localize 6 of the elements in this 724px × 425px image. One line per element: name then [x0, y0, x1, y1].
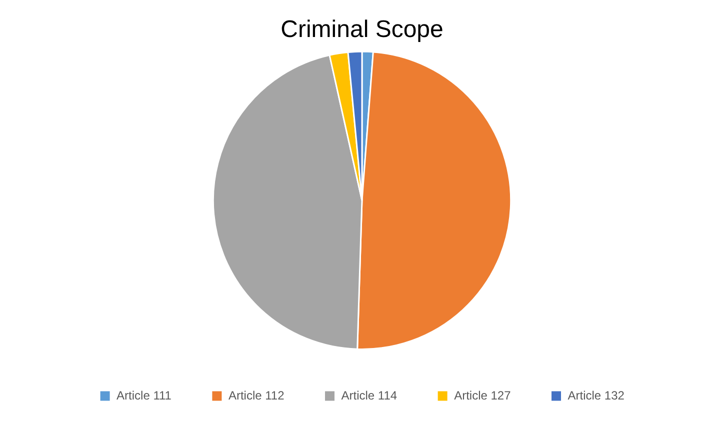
legend-label: Article 114: [341, 388, 398, 402]
legend-label: Article 127: [454, 388, 512, 402]
legend-label: Article 111: [116, 388, 172, 402]
legend-label: Article 132: [568, 388, 625, 402]
legend-label: Article 112: [228, 388, 285, 402]
chart-title: Criminal Scope: [280, 16, 444, 44]
